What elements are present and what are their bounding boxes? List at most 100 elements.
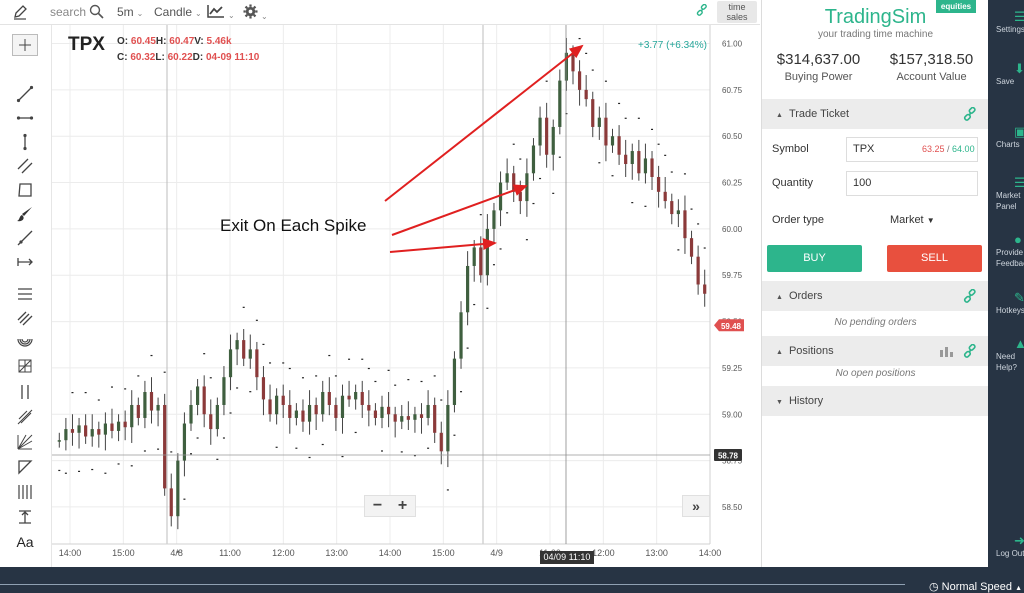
pencil-icon[interactable] [12,4,28,21]
sar-dot [84,392,87,394]
symbol-search-input[interactable]: search [50,5,87,19]
candle-body [294,410,298,418]
time-cycles-icon[interactable] [12,481,38,503]
candle-body [624,154,628,165]
horizontal-ray-icon[interactable] [12,107,38,129]
nav-help[interactable]: ▲ Need Help? [988,337,1024,373]
ohlc-legend: O: 60.45H: 60.47V: 5.46k C: 60.32L: 60.2… [117,34,259,66]
candle-body [426,404,430,418]
playback-speed-select[interactable]: ◷ Normal Speed ▲ [929,580,1022,593]
sar-dot [413,455,416,457]
price-chart[interactable]: 61.0060.7560.5060.2560.0059.7559.5059.25… [52,25,760,567]
brush-icon[interactable] [12,203,38,225]
chart-style-select[interactable]: Candle ⌄ [154,4,202,21]
time-sales-button[interactable]: time sales [717,1,757,23]
candle-body [459,312,463,359]
low-label: L: [155,52,165,63]
chart-settings-button[interactable]: ⌄ [243,4,268,21]
bid-price: 63.25 [922,144,945,154]
vertical-lines-icon[interactable] [12,381,38,403]
gann-box-icon[interactable] [12,355,38,377]
order-type-select[interactable]: Market ▼ [890,214,935,226]
y-tick-label: 59.00 [722,410,743,419]
link-icon[interactable] [963,289,977,303]
sar-dot [499,248,502,250]
buy-button[interactable]: BUY [767,245,862,272]
zoom-out-button[interactable]: − [372,497,383,514]
candle-body [439,432,443,452]
nav-logout[interactable]: ➜ Log Out [988,534,1024,559]
list-icon: ☰ [1014,175,1024,190]
replay-progress-track[interactable] [0,584,905,585]
bar-chart-icon[interactable] [940,345,953,357]
trend-line-icon[interactable] [12,83,38,105]
quantity-field[interactable]: 100 [846,171,978,196]
link-icon[interactable] [963,107,977,121]
sar-dot [91,468,94,471]
y-tick-label: 58.75 [722,457,743,466]
trade-ticket-header[interactable]: ▲ Trade Ticket [762,99,989,129]
nav-settings[interactable]: ☰ Settings [988,10,1024,35]
parallel-channel-icon[interactable] [12,155,38,177]
candle-body [433,404,437,433]
sar-dot [394,384,397,386]
sar-dot [262,343,265,346]
nav-help-label-2: Help? [996,363,1017,372]
indicators-button[interactable]: ⌄ [207,4,235,21]
scroll-to-latest-button[interactable]: » [682,495,710,517]
candle-body [169,488,173,517]
ray-icon[interactable] [12,227,38,249]
time-sales-label-1: time [728,2,746,12]
horizontal-lines-icon[interactable] [12,283,38,305]
orders-header[interactable]: ▲ Orders [762,281,989,311]
nav-save[interactable]: ⬇ Save [988,62,1024,87]
nav-feedback[interactable]: ●Provide Feedback [988,233,1024,269]
nav-charts[interactable]: ▣ Charts [988,125,1024,150]
close-label: C: [117,52,128,63]
symbol-field[interactable]: TPX [846,137,978,162]
candle-body [202,386,206,415]
price-tag-line-value: 58.78 [718,452,739,461]
sell-button[interactable]: SELL [887,245,982,272]
chart-annotation-text[interactable]: Exit On Each Spike [220,216,367,235]
link-icon[interactable] [963,344,977,358]
polygon-icon[interactable] [12,179,38,201]
nav-hotkeys[interactable]: ✎ Hotkeys [988,291,1024,316]
link-icon[interactable] [696,3,708,21]
sar-dot [229,412,232,414]
vertical-line-icon[interactable] [12,131,38,153]
sar-dot [427,447,430,449]
sar-dot [137,375,140,377]
sar-dot [315,375,318,377]
candle-body [347,395,351,400]
crosshair-tool-icon[interactable] [12,34,38,56]
candle-body [123,421,127,428]
interval-select[interactable]: 5m ⌄ [117,4,143,21]
text-tool-icon[interactable]: Aa [16,534,34,550]
chart-symbol: TPX [68,34,105,55]
fan-lines-icon[interactable] [12,431,38,453]
price-range-icon[interactable] [12,506,38,528]
fib-channel-icon[interactable] [12,307,38,329]
close-value: 60.32 [130,52,156,63]
history-header[interactable]: ▼ History [762,386,989,416]
positions-header[interactable]: ▲ Positions [762,336,989,366]
collapse-icon: ▲ [776,112,783,119]
sar-dot [618,102,621,105]
x-tick-label: 13:00 [645,548,668,558]
triangle-icon[interactable] [12,456,38,478]
search-icon[interactable] [89,4,104,21]
candle-body [327,392,331,405]
fib-arcs-icon[interactable] [12,331,38,353]
measure-icon[interactable] [12,251,38,273]
candle-body [393,414,397,422]
zoom-in-button[interactable]: + [397,497,408,514]
pitchfork-icon[interactable] [12,406,38,428]
nav-market-panel[interactable]: ☰ Market Panel [988,176,1024,212]
candle-body [597,117,601,127]
candlestick-chart[interactable]: 61.0060.7560.5060.2560.0059.7559.5059.25… [52,25,760,567]
sar-dot [381,450,383,452]
volume-value: 5.46k [206,36,232,47]
sar-dot [301,377,304,379]
candle-body [90,429,94,437]
